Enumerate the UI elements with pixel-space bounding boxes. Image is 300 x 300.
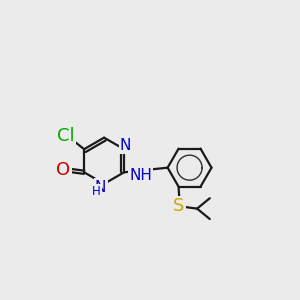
Text: N: N: [120, 138, 131, 153]
Text: N: N: [95, 180, 106, 195]
Text: Cl: Cl: [57, 127, 75, 145]
Text: O: O: [56, 160, 70, 178]
Text: H: H: [92, 184, 101, 197]
Text: NH: NH: [129, 168, 152, 183]
Text: S: S: [173, 197, 184, 215]
